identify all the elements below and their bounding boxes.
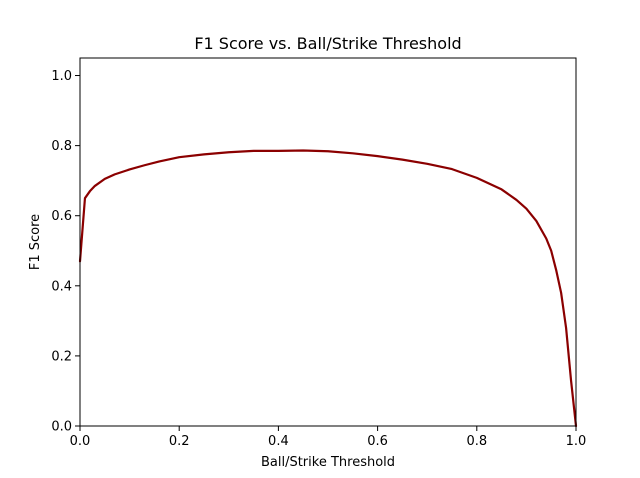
y-tick-label: 0.8 bbox=[51, 139, 72, 154]
x-tick-label: 0.2 bbox=[169, 434, 190, 449]
x-tick-label: 0.4 bbox=[268, 434, 289, 449]
y-tick-label: 0.6 bbox=[51, 209, 72, 224]
series-layer bbox=[78, 149, 578, 428]
plot-frame bbox=[79, 57, 577, 427]
y-tick-label: 0.2 bbox=[51, 349, 72, 364]
y-tick-label: 1.0 bbox=[51, 69, 72, 84]
x-tick-label: 0.0 bbox=[70, 434, 91, 449]
x-tick-label: 0.8 bbox=[466, 434, 487, 449]
x-tick-label: 0.6 bbox=[367, 434, 388, 449]
y-axis-ticks: 0.0 0.2 0.4 0.6 0.8 1.0 bbox=[51, 69, 80, 435]
series-line bbox=[78, 149, 578, 428]
y-axis-label: F1 Score bbox=[28, 214, 43, 270]
y-tick-label: 0.4 bbox=[51, 279, 72, 294]
x-tick-label: 1.0 bbox=[566, 434, 587, 449]
x-axis-ticks: 0.0 0.2 0.4 0.6 0.8 1.0 bbox=[70, 426, 587, 449]
chart-title: F1 Score vs. Ball/Strike Threshold bbox=[194, 34, 461, 53]
x-axis-label: Ball/Strike Threshold bbox=[261, 455, 395, 470]
y-tick-label: 0.0 bbox=[51, 420, 72, 435]
